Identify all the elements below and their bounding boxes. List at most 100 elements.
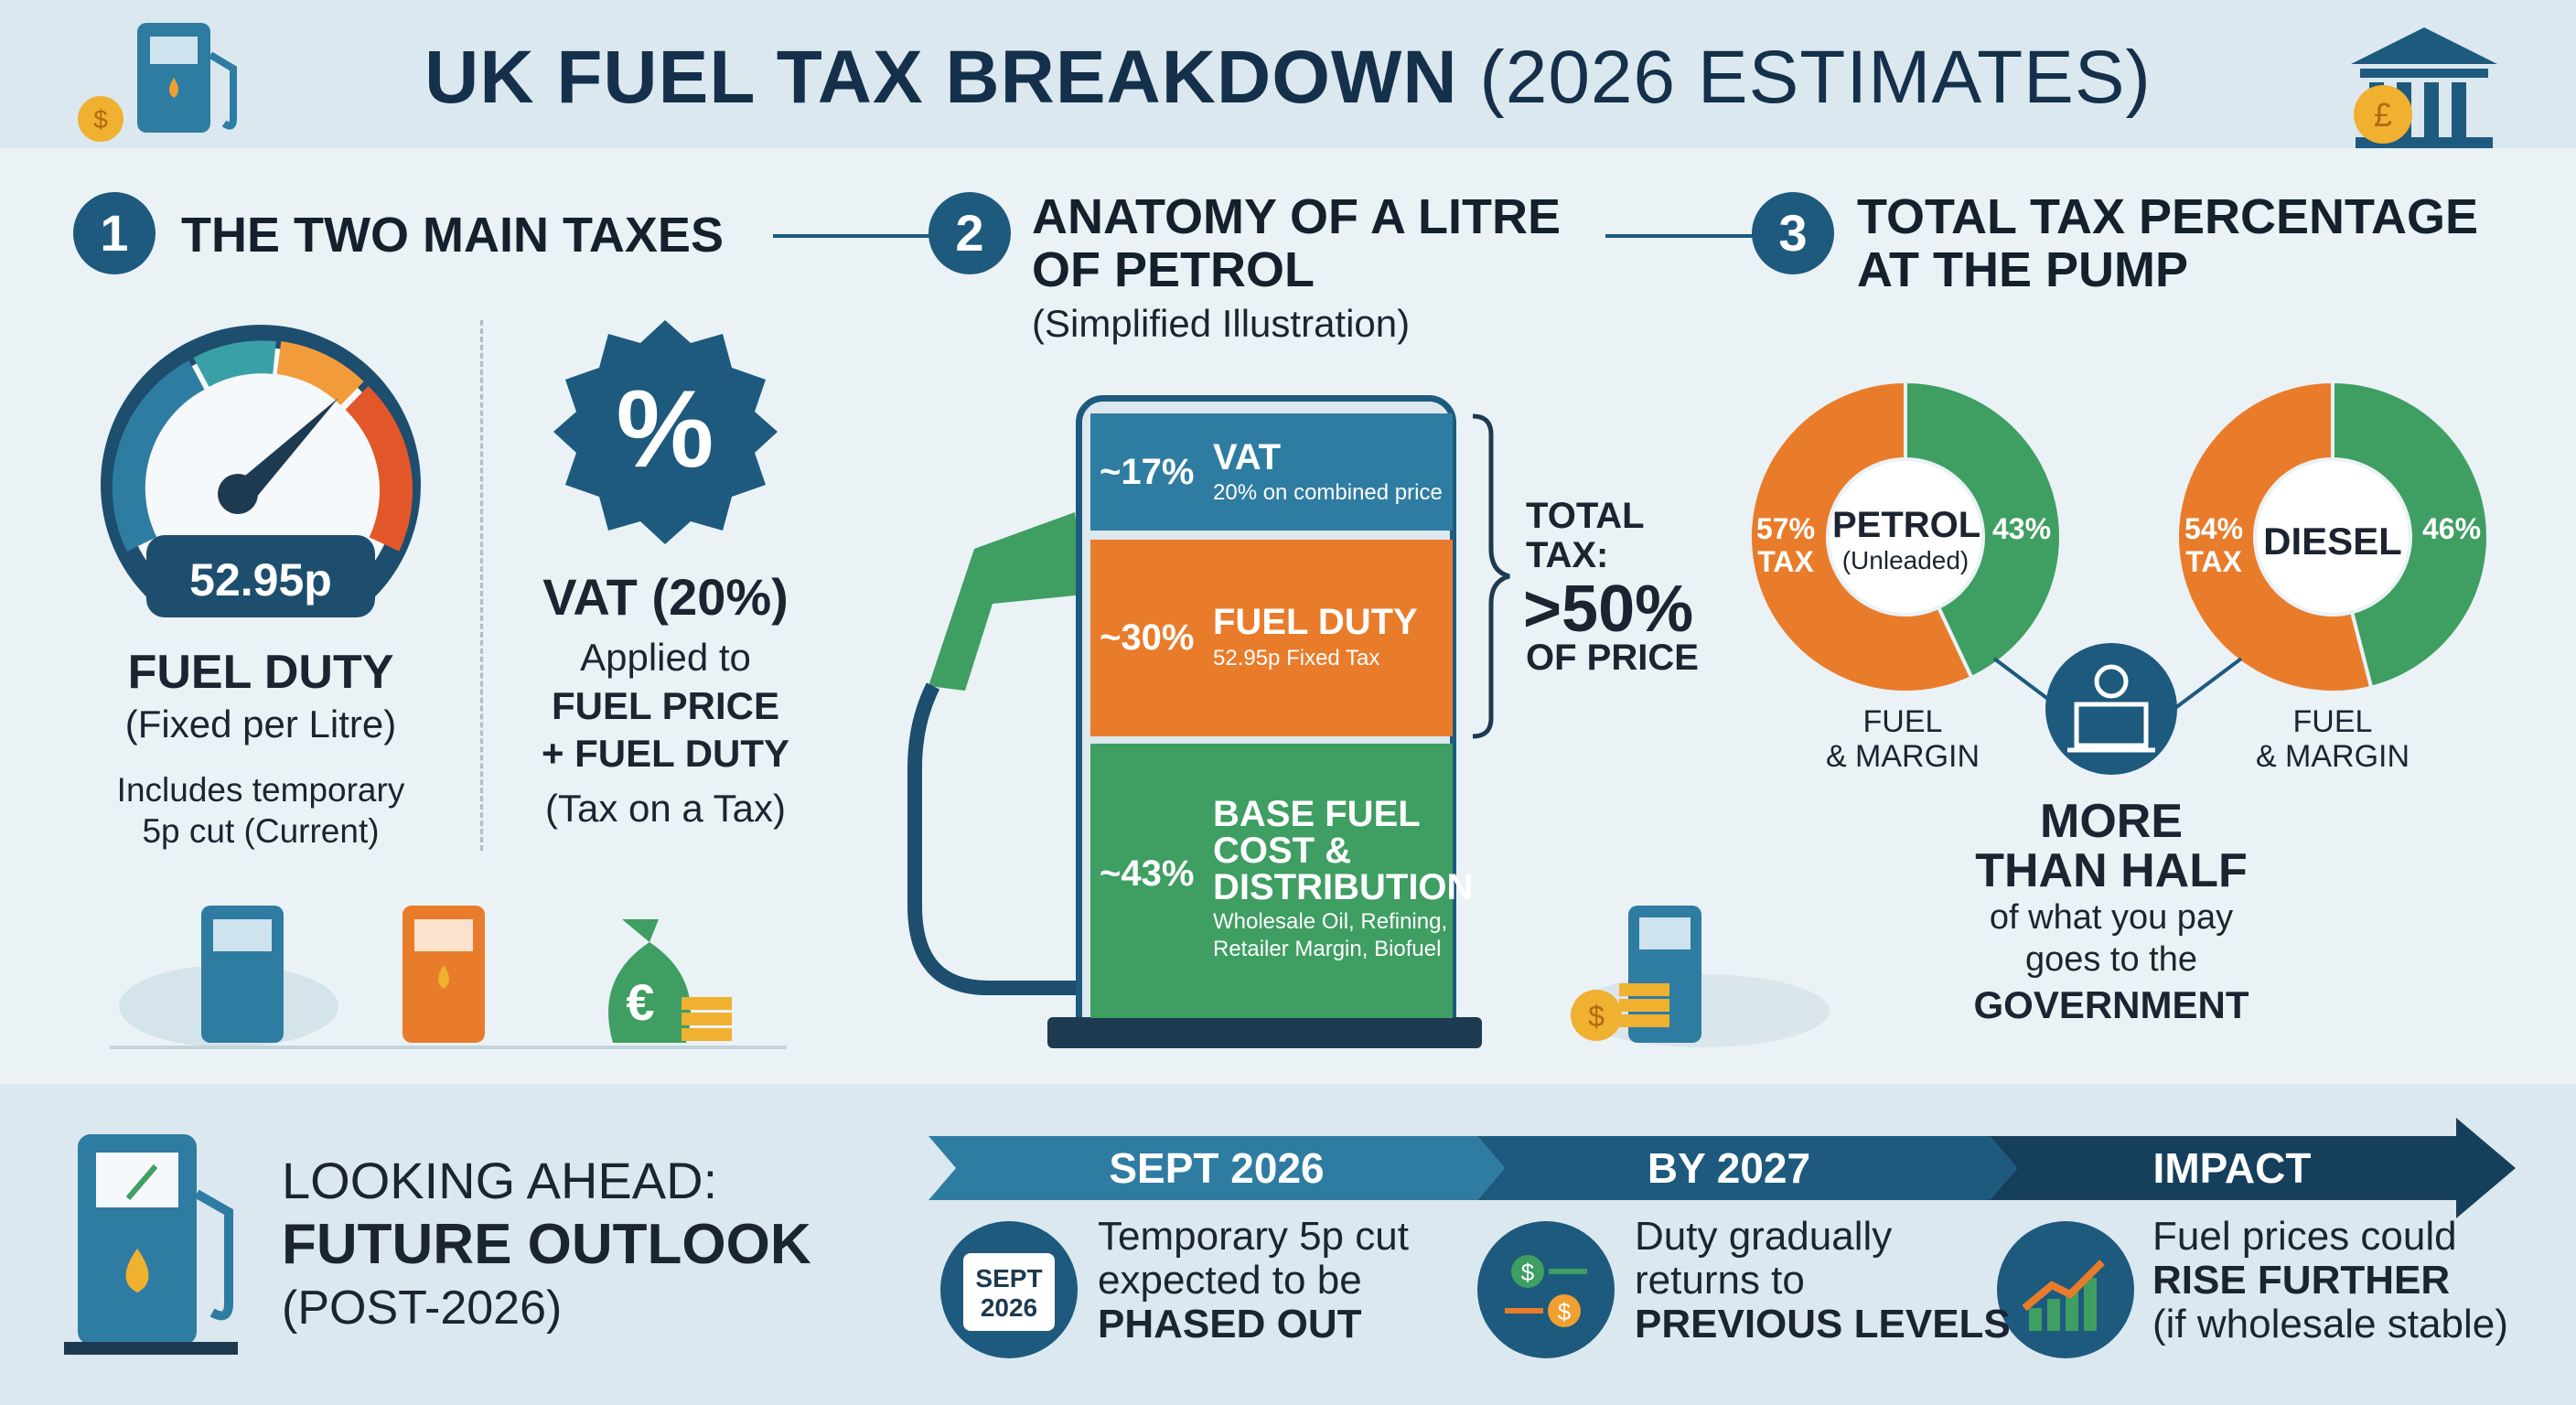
government-icon-circle [2045,643,2177,775]
segment-sub: 20% on combined price [1213,480,1443,505]
outlook-l3: (POST-2026) [282,1282,563,1335]
step-text: PHASED OUT [1098,1302,1362,1346]
segment-pct: ~17% [1100,452,1195,492]
step-text: PREVIOUS LEVELS [1635,1302,2011,1346]
outlook-l2: FUTURE OUTLOOK [282,1213,811,1276]
svg-text:$: $ [1521,1259,1535,1286]
petrol-tax-pct: 57% [1755,512,1816,545]
connector-line [1605,234,1756,238]
title-light: (2026 ESTIMATES) [1479,36,2152,119]
diesel-other-label-2: & MARGIN [2255,739,2410,774]
msg-l2: THAN HALF [1975,844,2248,897]
segment-pct: ~30% [1100,617,1195,658]
segment-name: VAT [1213,437,1282,477]
step-text: returns to [1635,1258,1805,1303]
segment-pct: ~43% [1100,853,1195,894]
calendar-year: 2026 [980,1293,1038,1322]
outlook-l1: LOOKING AHEAD: [282,1152,718,1209]
step-1-head: SEPT 2026 [1109,1144,1325,1192]
fuel-pump-gauge-icon [64,1134,238,1355]
vat-line-2: FUEL PRICE [552,684,779,727]
section-2-title-1: ANATOMY OF A LITRE [1032,189,1561,244]
total-tax-value: >50% [1523,573,1694,646]
segment-base-fuel: ~43% BASE FUEL COST & DISTRIBUTION Whole… [1090,744,1473,1018]
total-tax-l2: TAX: [1526,535,1609,575]
step-text: Temporary 5p cut [1098,1214,1409,1259]
step-1-text: Temporary 5p cut expected to be PHASED OUT [1098,1215,1409,1346]
segment-name: DISTRIBUTION [1213,867,1474,907]
vat-line-3: + FUEL DUTY [541,732,790,775]
calendar-month: SEPT [975,1264,1043,1292]
government-building-coins-icon: £ [2351,27,2497,148]
section-3-title-2: AT THE PUMP [1857,242,2188,297]
step-3-head: IMPACT [2152,1144,2312,1192]
exchange-arrows-icon: $ $ [1477,1221,1615,1358]
petrol-name: PETROL [1832,505,1981,545]
vat-line-4: (Tax on a Tax) [544,787,786,830]
msg-l3: of what you pay [1989,898,2234,937]
diesel-tax-pct: 54% [2184,512,2244,545]
step-text: Fuel prices could [2152,1214,2457,1259]
section-1-number: 1 [73,192,156,274]
diesel-tax-slice [2175,379,2374,694]
step-text: Duty gradually [1635,1214,1893,1259]
section-2-subtitle: (Simplified Illustration) [1032,302,1411,345]
svg-text:£: £ [2374,96,2392,134]
title-bold: UK FUEL TAX BREAKDOWN [424,36,1458,119]
section-2-title-2: OF PETROL [1032,242,1315,297]
vat-label: VAT (20%) [542,568,789,626]
total-tax-l3: OF PRICE [1526,638,1699,678]
msg-l5: GOVERNMENT [1973,983,2249,1026]
segment-vat: ~17% VAT 20% on combined price [1090,413,1453,531]
petrol-sub: (Unleaded) [1841,546,1970,574]
segment-fuel-duty: ~30% FUEL DUTY 52.95p Fixed Tax [1090,540,1453,736]
diesel-donut-hole [2257,461,2409,613]
connector-line [773,234,933,238]
fuel-duty-note-1: Includes temporary [116,771,405,809]
segment-sub: Wholesale Oil, Refining, [1213,909,1448,934]
msg-l1: MORE [2040,795,2183,848]
step-text: expected to be [1098,1258,1362,1303]
fuel-pumps-money-illustration: € [110,906,787,1049]
page-title: UK FUEL TAX BREAKDOWN (2026 ESTIMATES) [0,35,2576,121]
percent-badge-icon: % [553,320,778,544]
petrol-tax-label: TAX [1757,545,1814,578]
petrol-tax-slice [1747,379,1975,694]
step-text: (if wholesale stable) [2152,1302,2508,1346]
rising-chart-icon [1997,1221,2134,1358]
vat-line-1: Applied to [580,636,751,679]
svg-text:$: $ [1588,1000,1605,1033]
brace-icon [1472,413,1510,739]
petrol-other-slice [1904,379,2063,681]
petrol-other-pct: 43% [1991,512,2052,545]
total-tax-l1: TOTAL [1526,496,1645,536]
svg-text:%: % [617,368,714,490]
diesel-other-pct: 46% [2421,512,2482,545]
svg-text:€: € [626,973,654,1031]
segment-name: BASE FUEL [1213,794,1421,834]
segment-sub: Retailer Margin, Biofuel [1213,937,1442,961]
fuel-nozzle-hose-icon [907,512,1084,995]
section-3-title-1: TOTAL TAX PERCENTAGE [1857,189,2479,244]
diesel-name: DIESEL [2263,520,2402,563]
fuel-pump-coins-icon: $ [78,23,237,142]
section-1-title: THE TWO MAIN TAXES [181,208,724,263]
section-3-number: 3 [1752,192,1834,274]
diesel-tax-label: TAX [2185,545,2242,578]
fuel-duty-sub: (Fixed per Litre) [124,702,397,745]
diesel-other-label-1: FUEL [2292,704,2373,739]
svg-text:$: $ [1558,1298,1572,1325]
step-2-head: BY 2027 [1647,1144,1811,1192]
step-text: RISE FURTHER [2152,1258,2451,1303]
msg-l4: goes to the [2024,940,2198,979]
fuel-duty-label: FUEL DUTY [127,646,394,699]
pump-coins-illustration: $ [1571,906,1830,1047]
petrol-other-label-2: & MARGIN [1825,739,1980,774]
petrol-other-label-1: FUEL [1862,704,1943,739]
segment-name: COST & [1213,831,1352,871]
pump-base [1047,1017,1482,1048]
fuel-gauge-icon [101,325,421,617]
divider [480,320,483,851]
gauge-value: 52.95p [189,554,332,606]
segment-name: FUEL DUTY [1213,602,1418,642]
